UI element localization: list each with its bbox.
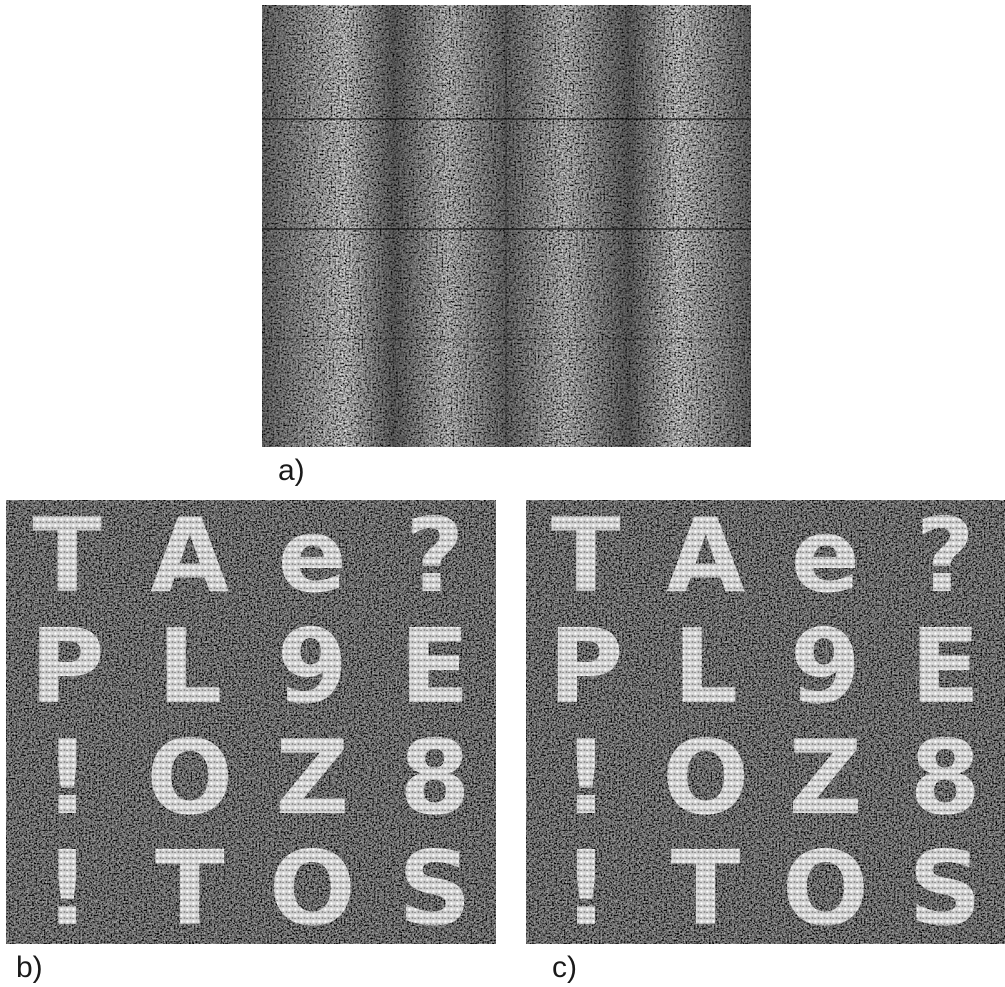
glyph-r1-c3: E (910, 608, 980, 727)
glyph-r2-c2: Z (788, 719, 862, 838)
glyph-r1-c2: 9 (790, 608, 861, 727)
glyph-r3-c0: ! (44, 830, 91, 944)
glyph-r1-c1: L (673, 608, 738, 727)
glyph-r3-c1: T (671, 830, 741, 944)
glyph-r2-c0: ! (44, 719, 91, 838)
glyph-r1-c0: P (30, 608, 105, 727)
glyph-r0-c3: ? (405, 500, 464, 616)
glyph-r2-c1: O (146, 719, 233, 838)
glyph-r2-c3: 8 (399, 719, 470, 838)
glyph-r3-c3: S (398, 830, 472, 944)
glyph-r2-c1: O (662, 719, 749, 838)
glyph-r0-c2: e (278, 500, 347, 616)
glyph-r0-c3: ? (916, 500, 975, 616)
glyph-r0-c0: T (32, 500, 102, 616)
glyph-r3-c2: O (782, 830, 869, 944)
glyph-r0-c1: A (666, 500, 745, 616)
glyph-r3-c3: S (908, 830, 982, 944)
panel-a-speckle-image (262, 5, 751, 447)
glyph-r2-c3: 8 (910, 719, 981, 838)
glyph-r1-c2: 9 (277, 608, 348, 727)
glyph-r1-c1: L (157, 608, 222, 727)
glyph-r1-c3: E (400, 608, 470, 727)
glyph-r2-c2: Z (275, 719, 349, 838)
glyph-r0-c1: A (150, 500, 229, 616)
glyph-r1-c0: P (548, 608, 623, 727)
panel-a-label: a) (278, 454, 305, 487)
glyph-r3-c2: O (269, 830, 356, 944)
glyph-r0-c2: e (791, 500, 860, 616)
glyph-r0-c0: T (551, 500, 621, 616)
glyph-r2-c0: ! (563, 719, 610, 838)
panel-c-label: c) (552, 951, 577, 984)
glyph-r3-c0: ! (563, 830, 610, 944)
glyph-r3-c1: T (155, 830, 225, 944)
panel-b-label: b) (16, 951, 43, 984)
